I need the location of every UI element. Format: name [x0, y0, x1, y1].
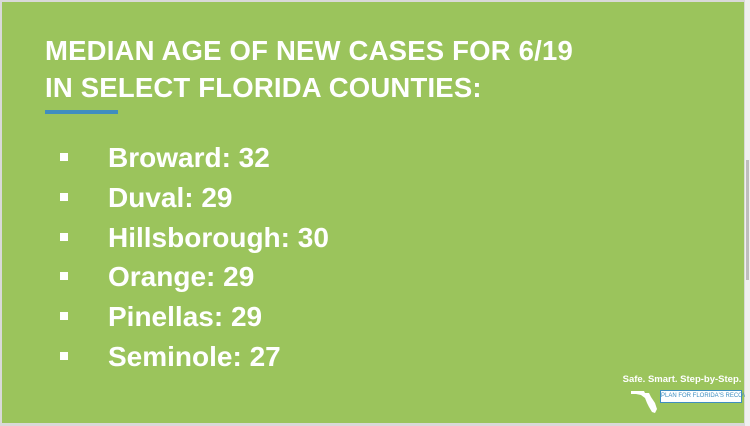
bullet-item: Duval: 29: [2, 178, 502, 218]
logo-tagline: Safe. Smart. Step-by-Step.: [622, 374, 742, 385]
bullet: [60, 352, 68, 360]
logo: Safe. Smart. Step-by-Step. PLAN FOR FLOR…: [620, 372, 750, 416]
logo-banner: PLAN FOR FLORIDA'S RECOVERY: [660, 390, 750, 403]
item-text: Broward: 32: [108, 142, 270, 173]
florida-icon: [631, 391, 657, 413]
item-text: Seminole: 27: [108, 341, 281, 372]
item-text: Duval: 29: [108, 181, 233, 213]
scroll-thumb[interactable]: [746, 160, 749, 280]
scrollbar[interactable]: [745, 0, 750, 426]
bullet: [60, 312, 68, 321]
bullet-item: Orange: 29: [2, 257, 502, 297]
item-text: Hillsborough: 30: [108, 221, 329, 253]
bullet-item: Hillsborough: 30: [2, 218, 502, 258]
title-line: IN SELECT FLORIDA COUNTIES:: [45, 72, 482, 103]
item-text: Pinellas: 29: [108, 301, 263, 333]
bullet: [60, 153, 68, 161]
item-text: Orange: 29: [108, 261, 255, 293]
title-underline: [45, 110, 118, 114]
bullet: [60, 232, 68, 241]
bullet-item: Pinellas: 29: [2, 297, 502, 337]
bullet-item: Broward: 32: [2, 138, 502, 178]
title-line: MEDIAN AGE OF NEW CASES FOR 6/19: [45, 35, 573, 66]
bullet: [60, 272, 68, 281]
bullet-item: Seminole: 27: [2, 337, 502, 377]
bullet: [60, 192, 68, 201]
